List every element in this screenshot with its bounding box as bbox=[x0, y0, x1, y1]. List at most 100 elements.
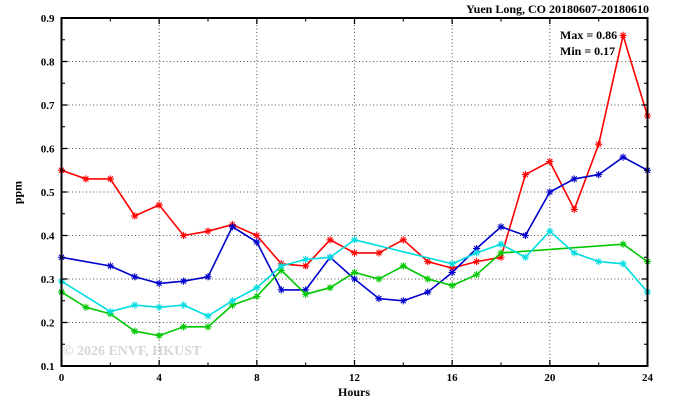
marker-green bbox=[179, 323, 188, 331]
marker-red bbox=[521, 171, 530, 179]
series-line-blue bbox=[61, 156, 648, 302]
marker-cyan bbox=[228, 297, 237, 305]
marker-blue bbox=[497, 223, 505, 231]
marker-blue bbox=[375, 294, 383, 303]
y-axis-title: ppm bbox=[10, 180, 25, 205]
marker-red bbox=[131, 212, 139, 220]
marker-blue bbox=[546, 188, 554, 196]
marker-cyan bbox=[595, 258, 603, 266]
x-tick-label: 12 bbox=[349, 372, 361, 384]
marker-blue bbox=[570, 175, 578, 183]
marker-cyan bbox=[350, 236, 359, 244]
marker-green bbox=[82, 303, 90, 311]
marker-blue bbox=[619, 153, 627, 161]
marker-cyan bbox=[448, 260, 456, 268]
marker-green bbox=[155, 331, 163, 340]
marker-red bbox=[472, 258, 481, 266]
marker-green bbox=[619, 240, 627, 248]
marker-green bbox=[497, 249, 505, 257]
marker-red bbox=[106, 175, 114, 183]
marker-green bbox=[131, 327, 139, 335]
y-tick-label: 0.4 bbox=[41, 231, 55, 243]
marker-red bbox=[497, 253, 505, 261]
y-tick-label: 0.7 bbox=[41, 100, 55, 112]
marker-green bbox=[424, 275, 432, 283]
marker-blue bbox=[277, 286, 285, 294]
marker-cyan bbox=[155, 303, 163, 311]
marker-red bbox=[570, 205, 578, 213]
x-tick-label: 16 bbox=[447, 372, 459, 384]
y-tick-label: 0.6 bbox=[41, 144, 55, 156]
marker-red bbox=[424, 258, 432, 266]
marker-cyan bbox=[521, 253, 530, 261]
marker-blue bbox=[179, 277, 188, 285]
marker-green bbox=[253, 292, 261, 300]
marker-cyan bbox=[619, 260, 627, 268]
marker-red bbox=[619, 31, 627, 39]
marker-blue bbox=[448, 268, 456, 277]
marker-red bbox=[375, 249, 383, 257]
marker-cyan bbox=[179, 301, 188, 309]
marker-cyan bbox=[106, 308, 114, 316]
marker-red bbox=[204, 227, 212, 235]
marker-green bbox=[277, 266, 285, 274]
marker-blue bbox=[521, 231, 530, 240]
marker-blue bbox=[228, 223, 237, 231]
y-tick-label: 0.5 bbox=[41, 187, 55, 199]
marker-blue bbox=[472, 244, 481, 253]
marker-green bbox=[399, 262, 407, 270]
marker-blue bbox=[131, 273, 139, 281]
x-tick-label: 0 bbox=[59, 372, 65, 384]
marker-red bbox=[448, 264, 456, 272]
marker-blue bbox=[350, 275, 359, 283]
marker-green bbox=[302, 290, 310, 298]
marker-red bbox=[253, 231, 261, 240]
x-axis-title: Hours bbox=[337, 385, 370, 399]
marker-red bbox=[302, 262, 310, 270]
y-tick-label: 0.8 bbox=[41, 57, 55, 69]
chart-title: Yuen Long, CO 20180607-20180610 bbox=[466, 2, 649, 16]
marker-green bbox=[472, 271, 481, 279]
marker-red bbox=[326, 236, 334, 244]
marker-blue bbox=[399, 297, 407, 305]
marker-red bbox=[595, 140, 603, 148]
marker-cyan bbox=[570, 249, 578, 257]
x-tick-label: 24 bbox=[642, 372, 654, 384]
marker-cyan bbox=[204, 312, 212, 320]
marker-red bbox=[179, 231, 188, 240]
x-tick-label: 4 bbox=[156, 372, 162, 384]
min-annotation: Min = 0.17 bbox=[560, 44, 616, 58]
marker-cyan bbox=[253, 284, 261, 292]
marker-cyan bbox=[131, 301, 139, 309]
marker-green bbox=[326, 284, 334, 292]
marker-red bbox=[82, 175, 90, 183]
marker-green bbox=[448, 281, 456, 290]
x-tick-label: 20 bbox=[544, 372, 556, 384]
marker-cyan bbox=[472, 249, 481, 257]
marker-green bbox=[350, 268, 359, 277]
marker-green bbox=[204, 323, 212, 331]
marker-cyan bbox=[497, 240, 505, 248]
y-tick-label: 0.9 bbox=[41, 13, 55, 25]
y-tick-label: 0.3 bbox=[41, 274, 55, 286]
marker-green bbox=[375, 275, 383, 283]
marker-blue bbox=[302, 286, 310, 294]
marker-blue bbox=[253, 238, 261, 246]
marker-red bbox=[350, 249, 359, 257]
marker-blue bbox=[204, 273, 212, 281]
y-tick-label: 0.1 bbox=[41, 361, 55, 373]
marker-red bbox=[155, 201, 163, 209]
max-annotation: Max = 0.86 bbox=[560, 28, 618, 42]
marker-blue bbox=[155, 279, 163, 287]
marker-red bbox=[399, 236, 407, 244]
marker-cyan bbox=[277, 262, 285, 270]
marker-green bbox=[228, 301, 237, 309]
marker-red bbox=[546, 157, 554, 166]
marker-cyan bbox=[546, 227, 554, 235]
y-tick-label: 0.2 bbox=[41, 318, 55, 330]
x-tick-label: 8 bbox=[254, 372, 260, 384]
watermark: © 2026 ENVF, HKUST bbox=[63, 344, 202, 359]
marker-blue bbox=[106, 262, 114, 270]
